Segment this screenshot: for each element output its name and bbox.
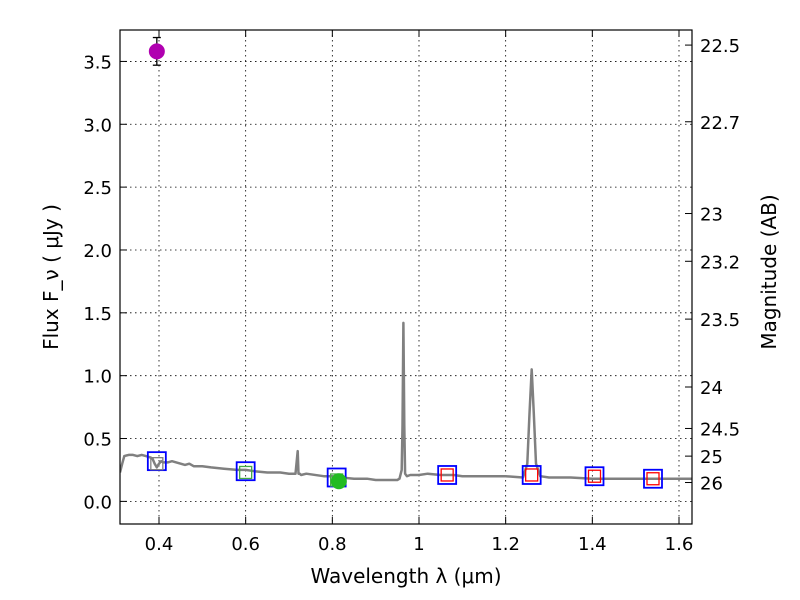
- y-tick-label: 2.5: [83, 178, 112, 199]
- y2-axis-title: Magnitude (AB): [757, 194, 781, 349]
- bandpass-marker: [239, 465, 253, 480]
- bandpass-marker: [525, 468, 539, 482]
- y-tick-label: 3.5: [83, 52, 112, 73]
- x-tick-label: 1: [413, 534, 424, 555]
- bandpass-marker: [587, 469, 602, 483]
- bandpass-marker: [646, 472, 660, 486]
- sed-model-line: [120, 321, 692, 482]
- x-axis-title: Wavelength λ (μm): [310, 564, 501, 588]
- model-photometry-marker: [643, 468, 663, 489]
- y2-tick-label: 26: [700, 474, 723, 495]
- x-tick-label: 1.6: [665, 534, 694, 555]
- y-tick-label: 3.0: [83, 115, 112, 136]
- y-tick-label: 1.5: [83, 304, 112, 325]
- data-layer: [120, 36, 692, 490]
- plot-frame: [119, 29, 693, 525]
- x-tick-label: 1.2: [491, 534, 520, 555]
- y2-tick-label: 22.7: [700, 113, 740, 134]
- y2-tick-label: 24: [700, 378, 723, 399]
- x-tick-label: 1.4: [578, 534, 607, 555]
- y-tick-label: 1.0: [83, 367, 112, 388]
- grid-layer: [120, 30, 692, 524]
- y2-tick-label: 23.5: [700, 310, 740, 331]
- y-tick-label: 0.0: [83, 492, 112, 513]
- y2-tick-label: 24.5: [700, 419, 740, 440]
- y-tick-label: 2.0: [83, 241, 112, 262]
- x-tick-label: 0.6: [231, 534, 260, 555]
- y2-tick-label: 23.2: [700, 252, 740, 273]
- y-axis-title: Flux F_ν ( μJy ): [39, 204, 63, 350]
- tick-layer: 0.4 0.6 0.8 1 1.2 1.4 1.6 0.0 0.5 1.0 1.5 2.0 2.5 3.0…: [83, 30, 740, 555]
- observed-photometry-point: [330, 473, 347, 490]
- bandpass-marker: [440, 468, 454, 482]
- y2-tick-label: 22.5: [700, 36, 740, 57]
- model-photometry-marker: [521, 465, 542, 485]
- y-tick-label: 0.5: [83, 430, 112, 451]
- y2-tick-label: 23: [700, 205, 723, 226]
- model-photometry-marker: [584, 466, 605, 487]
- bandpass-marker: [150, 457, 164, 471]
- x-tick-label: 0.4: [145, 534, 174, 555]
- x-tick-label: 0.8: [318, 534, 347, 555]
- observed-photometry-point: [148, 43, 165, 60]
- model-photometry-marker: [235, 461, 256, 482]
- y2-tick-label: 25: [700, 447, 723, 468]
- model-photometry-marker: [437, 465, 458, 485]
